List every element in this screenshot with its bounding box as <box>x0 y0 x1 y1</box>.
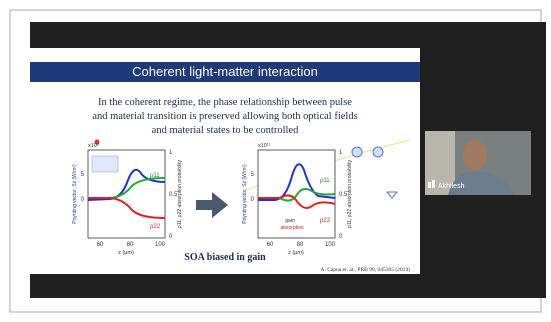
slide-body-line: and material states to be controlled <box>152 125 299 136</box>
x-tick-label: 100 <box>155 242 166 248</box>
shared-slide: Coherent light-matter interaction In the… <box>30 48 420 274</box>
curve-label: ρ11 <box>150 173 160 179</box>
x-tick-label: 80 <box>297 242 304 248</box>
slide-caption: SOA biased in gain <box>184 252 266 263</box>
annotation: absorption <box>280 225 304 231</box>
slide-title: Coherent light-matter interaction <box>132 64 318 79</box>
curve-label: ρ22 <box>320 218 331 224</box>
participant-tile[interactable]: Akhilesh <box>425 131 531 195</box>
slide-body-line: In the coherent regime, the phase relati… <box>98 97 352 108</box>
x-tick-label: 60 <box>97 242 104 248</box>
x-tick-label: 80 <box>127 242 134 248</box>
signal-icon <box>428 182 431 188</box>
decor-icon <box>373 147 383 157</box>
inset-legend <box>92 156 118 172</box>
curve-label: ρ22 <box>150 224 161 230</box>
x-tick-label: 60 <box>267 242 274 248</box>
x-axis-label: z (μm) <box>288 250 304 256</box>
slide-citation: A. Capua et. al., PRB 90, 045305 (2014) <box>320 266 410 273</box>
video-person-head <box>463 140 487 170</box>
axis-scale: x10⁸ <box>88 142 99 149</box>
slide-body-line: and material transition is preserved all… <box>92 111 357 122</box>
y2-axis-label: ρ11, ρ22 absorption probability <box>347 159 353 228</box>
y-axis-label: Poynting vector, Sz (W/m²) <box>242 164 248 224</box>
axis-scale: x10¹¹ <box>258 143 271 149</box>
screen: Coherent light-matter interaction In the… <box>0 0 551 322</box>
y2-axis-label: ρ11, ρ22 absorption probability <box>177 159 183 228</box>
participant-name: Akhilesh <box>438 183 465 190</box>
y-axis-label: Poynting vector, Sz (W/m²) <box>72 164 78 224</box>
x-tick-label: 100 <box>325 242 336 248</box>
signal-icon <box>432 180 435 188</box>
annotation: gain <box>285 218 295 224</box>
x-axis-label: z (μm) <box>118 250 134 256</box>
decor-icon <box>352 147 362 157</box>
curve-label: ρ11 <box>320 178 330 184</box>
